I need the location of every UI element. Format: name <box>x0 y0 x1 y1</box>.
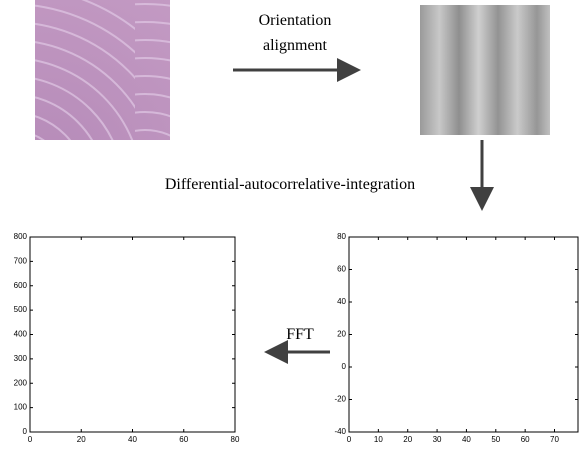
axes-box <box>348 236 579 433</box>
y-tick-label: 700 <box>14 256 28 265</box>
y-tick-label: 20 <box>337 330 346 339</box>
x-tick-label: 80 <box>231 435 240 444</box>
x-tick-label: 60 <box>179 435 188 444</box>
y-tick-label: -40 <box>334 427 346 436</box>
y-tick-label: 600 <box>14 281 28 290</box>
x-tick-label: 20 <box>77 435 86 444</box>
aligned-image <box>420 5 550 135</box>
step-label: FFT <box>286 326 314 343</box>
x-tick-label: 40 <box>462 435 471 444</box>
y-tick-label: 0 <box>342 362 347 371</box>
y-tick-label: 800 <box>14 232 28 241</box>
step-label: Differential-autocorrelative-integration <box>164 176 416 193</box>
fingerprint-ridges <box>35 0 170 140</box>
x-tick-label: 40 <box>128 435 137 444</box>
axes-box <box>29 236 236 433</box>
y-tick-label: 60 <box>337 265 346 274</box>
y-tick-label: 40 <box>337 297 346 306</box>
y-tick-label: 80 <box>337 232 346 241</box>
x-tick-label: 50 <box>491 435 500 444</box>
y-tick-label: 300 <box>14 354 28 363</box>
y-tick-label: 200 <box>14 378 28 387</box>
y-tick-label: 100 <box>14 403 28 412</box>
y-tick-label: 500 <box>14 305 28 314</box>
x-tick-label: 60 <box>521 435 530 444</box>
x-tick-label: 0 <box>28 435 33 444</box>
y-tick-label: 0 <box>23 427 28 436</box>
x-tick-label: 0 <box>347 435 352 444</box>
x-tick-label: 30 <box>433 435 442 444</box>
y-tick-label: -20 <box>334 395 346 404</box>
x-tick-label: 20 <box>403 435 412 444</box>
x-tick-label: 70 <box>550 435 559 444</box>
step-label: Orientation alignment <box>258 12 332 54</box>
x-tick-label: 10 <box>374 435 383 444</box>
y-tick-label: 400 <box>14 330 28 339</box>
